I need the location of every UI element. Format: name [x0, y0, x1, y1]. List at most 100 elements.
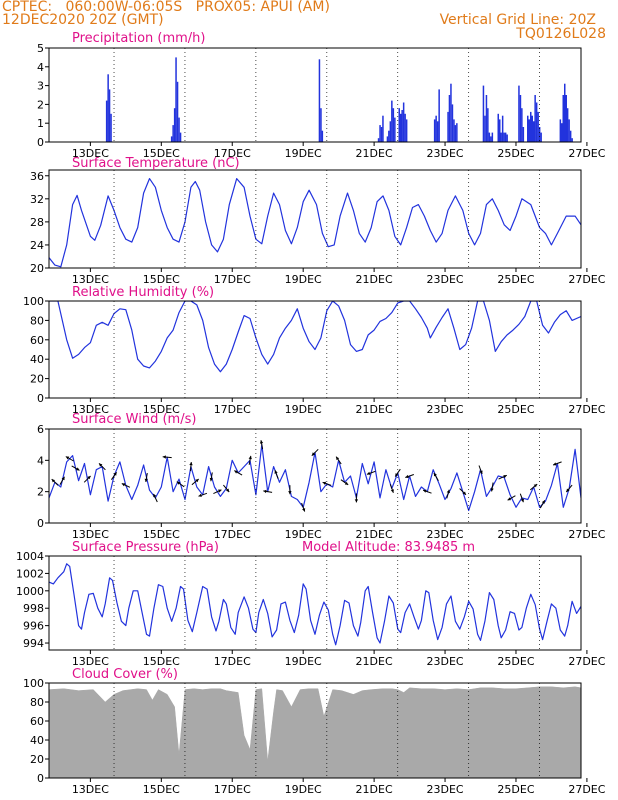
xtick-rh-1: 15DEC: [143, 403, 180, 416]
frame-rh: [48, 300, 582, 399]
precip-bar-4: [170, 136, 173, 142]
ytick-precip-0: 0: [37, 136, 44, 149]
ytick-rh-5: 100: [23, 295, 44, 308]
precip-bar-56: [519, 95, 522, 142]
wind-arrow-28: [340, 479, 349, 486]
precip-bar-52: [503, 132, 505, 142]
precip-bar-13: [321, 130, 324, 142]
xtick-pres-2: 17DEC: [214, 655, 251, 668]
precip-bar-43: [485, 95, 488, 142]
header-model-id: TQ0126L028: [516, 26, 606, 42]
temp-line: [49, 178, 581, 268]
xtick-precip-7: 27DEC: [568, 147, 605, 160]
xtick-precip-1: 15DEC: [143, 147, 180, 160]
precip-bar-66: [537, 111, 539, 142]
wind-arrow-2: [65, 456, 74, 462]
frame-precip: [48, 47, 582, 143]
wind-arrow-33: [405, 474, 414, 479]
precip-bar-9: [178, 117, 180, 142]
plot-area-pres: [49, 563, 581, 646]
xtick-pres-0: 13DEC: [72, 655, 109, 668]
precip-bar-19: [388, 130, 390, 142]
precip-bar-28: [404, 113, 406, 142]
precip-bar-46: [490, 136, 492, 142]
xtick-temp-2: 17DEC: [214, 273, 251, 286]
wind-arrow-34: [422, 489, 432, 494]
xtick-cloud-2: 17DEC: [214, 783, 251, 796]
panel-title-rh: Relative Humidity (%): [72, 285, 214, 300]
xtick-cloud-1: 15DEC: [143, 783, 180, 796]
ytick-cloud-0: 0: [37, 772, 44, 785]
ytick-temp-0: 20: [30, 262, 44, 275]
wind-arrow-8: [144, 473, 148, 483]
xtick-temp-6: 25DEC: [497, 273, 534, 286]
xtick-cloud-0: 13DEC: [72, 783, 109, 796]
ytick-temp-4: 36: [30, 170, 44, 183]
xtick-wind-4: 21DEC: [356, 528, 393, 541]
ytick-precip-5: 5: [37, 42, 44, 55]
precip-bar-54: [506, 134, 508, 142]
wind-arrow-25: [311, 448, 319, 457]
precip-bar-11: [318, 59, 321, 142]
wind-arrow-45: [552, 461, 562, 466]
xtick-temp-3: 19DEC: [285, 273, 322, 286]
wind-arrow-42: [519, 493, 524, 503]
xtick-wind-7: 27DEC: [568, 528, 605, 541]
xtick-precip-5: 23DEC: [426, 147, 463, 160]
wind-arrow-17: [223, 484, 230, 493]
precip-bar-34: [447, 111, 449, 142]
panel-temp: [45, 169, 588, 272]
xtick-cloud-4: 21DEC: [356, 783, 393, 796]
precip-bar-0: [105, 100, 108, 142]
wind-arrow-30: [366, 470, 376, 475]
plot-area-cloud: [49, 686, 581, 778]
wind-arrow-14: [198, 492, 208, 497]
ytick-wind-0: 0: [37, 517, 44, 530]
panel-title-pres: Surface Pressure (hPa): [72, 540, 219, 555]
wind-arrow-5: [98, 463, 106, 471]
cloud-area: [49, 686, 581, 778]
precip-bar-14: [377, 138, 380, 142]
precip-bar-15: [379, 125, 381, 142]
wind-arrow-37: [459, 488, 467, 496]
ytick-rh-4: 80: [30, 314, 44, 327]
precip-bar-17: [382, 115, 384, 142]
wind-arrow-41: [507, 495, 516, 501]
plot-area-precip: [105, 57, 573, 142]
precip-bar-22: [392, 108, 395, 142]
xtick-rh-6: 25DEC: [497, 403, 534, 416]
header-grid-note: Vertical Grid Line: 20Z: [439, 12, 596, 28]
wind-arrow-46: [565, 484, 573, 493]
frame-pres: [48, 555, 582, 651]
precip-bar-53: [504, 132, 507, 142]
precip-bar-26: [401, 110, 403, 142]
xtick-wind-3: 19DEC: [285, 528, 322, 541]
xtick-temp-7: 27DEC: [568, 273, 605, 286]
wind-arrow-7: [121, 483, 131, 488]
precip-bar-69: [559, 119, 562, 142]
rh-line: [49, 301, 581, 373]
ytick-temp-3: 32: [30, 193, 44, 206]
ytick-pres-2: 998: [23, 602, 44, 615]
precip-bar-44: [487, 108, 489, 142]
wind-arrow-4: [83, 475, 91, 483]
ytick-cloud-1: 20: [30, 753, 44, 766]
precip-bar-8: [176, 81, 179, 142]
xtick-pres-4: 21DEC: [356, 655, 393, 668]
wind-arrow-16: [213, 489, 222, 495]
precip-bar-73: [565, 95, 567, 142]
wind-arrow-24: [301, 502, 306, 512]
precip-bar-21: [391, 100, 393, 142]
wind-arrow-31: [389, 484, 394, 493]
wind-arrow-6: [110, 472, 118, 480]
ytick-wind-1: 2: [37, 486, 44, 499]
xtick-rh-5: 23DEC: [426, 403, 463, 416]
header-datetime: 12DEC2020 20Z (GMT): [2, 12, 164, 28]
xtick-rh-2: 17DEC: [214, 403, 251, 416]
ytick-cloud-5: 100: [23, 677, 44, 690]
xtick-temp-1: 15DEC: [143, 273, 180, 286]
precip-bar-61: [530, 111, 532, 142]
ytick-pres-1: 996: [23, 620, 44, 633]
wind-arrow-44: [539, 500, 546, 509]
wind-arrow-29: [354, 493, 359, 503]
